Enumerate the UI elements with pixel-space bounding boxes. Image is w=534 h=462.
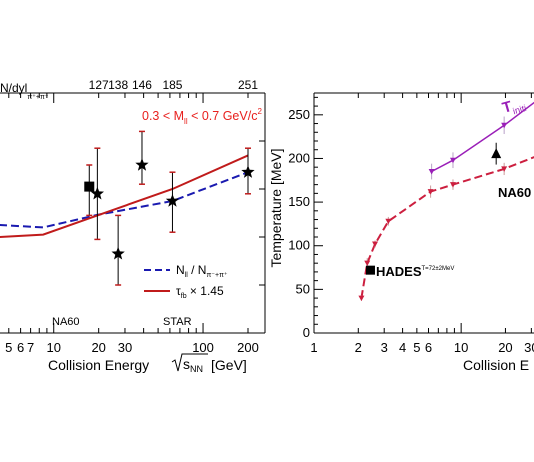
y-tick-label: 100 bbox=[288, 238, 310, 253]
y-tick-label: 250 bbox=[288, 107, 310, 122]
data-point-triangle bbox=[501, 166, 508, 172]
right-series bbox=[358, 101, 534, 302]
left-x-axis-title: Collision Energy bbox=[48, 357, 149, 373]
x-tick-label: 3 bbox=[381, 340, 388, 355]
x-tick-label: 30 bbox=[118, 340, 132, 355]
data-point-star bbox=[90, 186, 104, 200]
data-point-star bbox=[165, 194, 180, 207]
x-tick-label: 4 bbox=[399, 340, 406, 355]
t-initial-line bbox=[431, 101, 534, 173]
left-chart-panel: 5 6 7 10 20 30 100 200 127 138 146 185 251 N/dylπ⁺+… bbox=[0, 78, 266, 374]
data-point-triangle bbox=[501, 122, 508, 129]
data-point-square bbox=[84, 181, 95, 192]
region-label-na60: NA60 bbox=[52, 316, 80, 328]
y-tick-label: 50 bbox=[296, 281, 310, 296]
data-point-triangle bbox=[427, 189, 434, 195]
x-tick-label: 100 bbox=[192, 340, 214, 355]
left-series bbox=[0, 130, 255, 286]
region-label-star: STAR bbox=[163, 316, 192, 328]
x-tick-label: 20 bbox=[91, 340, 105, 355]
y-tick-label: 200 bbox=[288, 150, 310, 165]
data-point-triangle bbox=[428, 169, 435, 175]
data-point-star bbox=[111, 246, 125, 260]
left-legend: Nll / Nπ⁻+π⁺ τfb × 1.45 bbox=[144, 263, 228, 300]
left-annotation: 0.3 < Mll < 0.7 GeV/c2 bbox=[142, 107, 262, 126]
label-hades: HADEST=72±2MeV bbox=[376, 264, 454, 279]
x-tick-label: 200 bbox=[237, 340, 259, 355]
x-tick-label: 2 bbox=[355, 340, 362, 355]
data-point-triangle bbox=[385, 218, 392, 225]
data-point-triangle bbox=[372, 241, 379, 247]
data-point-triangle bbox=[364, 260, 371, 267]
x-tick-label: 1 bbox=[310, 340, 317, 355]
y-tick-label: 150 bbox=[288, 194, 310, 209]
x-tick-label: 7 bbox=[27, 340, 34, 355]
na60-marker bbox=[491, 148, 502, 159]
x-tick-label: 5 bbox=[413, 340, 420, 355]
x-tick-label: 6 bbox=[17, 340, 24, 355]
left-top-tick-labels: 127 138 146 185 251 bbox=[89, 78, 259, 92]
left-top-axis-title: N/dylπ⁺+π⁻ bbox=[0, 81, 49, 101]
top-tick-label: 138 bbox=[108, 78, 128, 92]
data-point-triangle bbox=[358, 295, 365, 302]
y-tick-label: 0 bbox=[303, 325, 310, 340]
right-ticks bbox=[314, 93, 532, 334]
data-point-triangle bbox=[449, 157, 456, 164]
data-point-triangle bbox=[449, 182, 456, 188]
right-x-axis-title: Collision E bbox=[463, 357, 529, 373]
x-tick-label: 30 bbox=[524, 340, 534, 355]
left-ticks bbox=[8, 93, 265, 333]
left-x-axis-sqrt: sNN bbox=[183, 356, 203, 374]
top-tick-label: 146 bbox=[132, 78, 152, 92]
temperature-dashed-curve bbox=[360, 156, 534, 299]
legend-label-tau: τfb × 1.45 bbox=[176, 284, 224, 300]
sqrt-sign bbox=[171, 353, 208, 372]
legend-label-ratio: Nll / Nπ⁻+π⁺ bbox=[176, 263, 228, 279]
top-tick-label: 185 bbox=[162, 78, 182, 92]
x-tick-label: 20 bbox=[498, 340, 512, 355]
x-tick-label: 10 bbox=[46, 340, 60, 355]
right-y-axis-title: Temperature [MeV] bbox=[268, 148, 284, 267]
left-x-axis-unit: [GeV] bbox=[211, 357, 247, 373]
label-t-initial: Tiniti bbox=[500, 94, 527, 119]
data-point-star bbox=[241, 165, 255, 178]
data-point-star bbox=[135, 158, 149, 171]
hades-marker bbox=[365, 265, 375, 275]
left-tick-labels: 5 6 7 10 20 30 100 200 bbox=[5, 340, 259, 355]
x-tick-label: 5 bbox=[5, 340, 12, 355]
top-tick-label: 127 bbox=[89, 78, 109, 92]
x-tick-label: 6 bbox=[425, 340, 432, 355]
label-na60: NA60 bbox=[498, 185, 531, 200]
x-tick-label: 10 bbox=[454, 340, 468, 355]
top-tick-label: 251 bbox=[238, 78, 258, 92]
ratio-dashed-line bbox=[0, 171, 249, 229]
tau-line bbox=[0, 154, 249, 238]
